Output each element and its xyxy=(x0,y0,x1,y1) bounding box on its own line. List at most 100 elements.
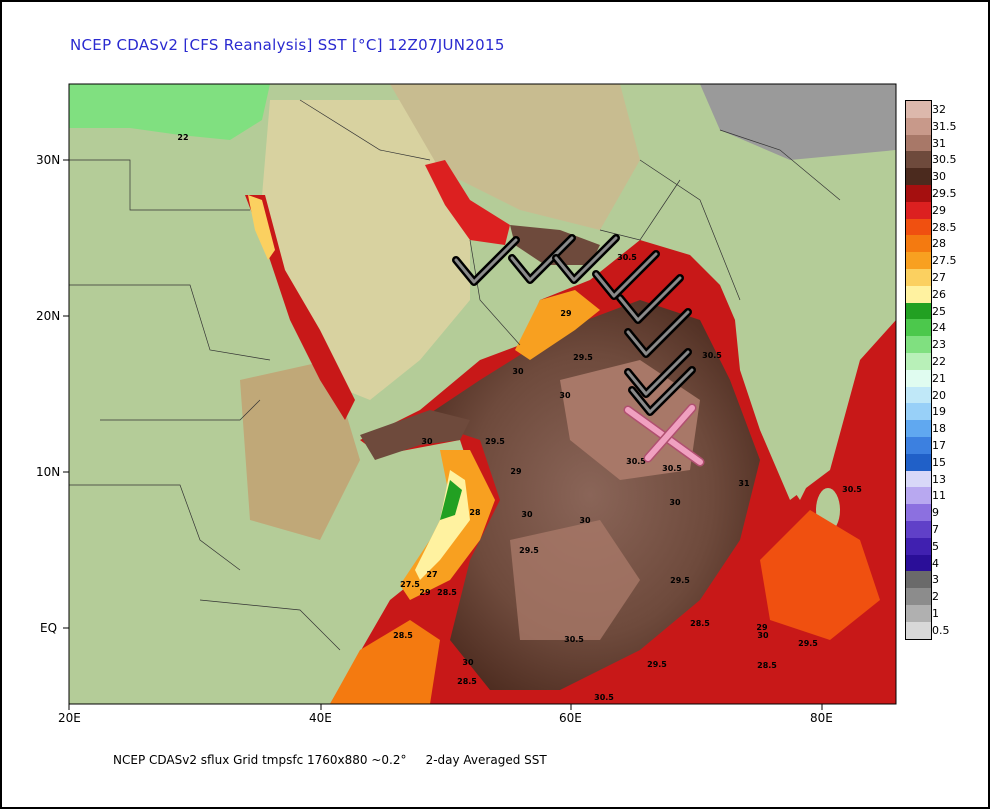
legend-swatch xyxy=(906,369,931,387)
legend-swatch xyxy=(906,319,931,337)
color-legend xyxy=(905,100,932,640)
contour-value-label: 30 xyxy=(579,516,591,525)
legend-swatch xyxy=(906,604,931,622)
checkmark-icon xyxy=(616,274,684,324)
legend-swatch xyxy=(906,470,931,488)
mediterranean-sea xyxy=(69,84,270,140)
legend-label: 4 xyxy=(932,556,939,570)
legend-label: 15 xyxy=(932,455,946,469)
legend-label: 30.5 xyxy=(932,153,957,167)
contour-value-label: 30.5 xyxy=(594,693,614,702)
legend-swatch xyxy=(906,554,931,572)
legend-label: 9 xyxy=(932,506,939,520)
iran-plateau xyxy=(390,84,640,230)
bengal-orange xyxy=(760,510,880,640)
x-tick-60e: 60E xyxy=(559,711,582,725)
contour-value-label: 27.5 xyxy=(400,580,420,589)
somali-coast-green xyxy=(440,480,462,520)
legend-swatch xyxy=(906,184,931,202)
legend-label: 19 xyxy=(932,405,946,419)
contour-value-label: 30.5 xyxy=(626,457,646,466)
contour-value-label: 29.5 xyxy=(485,437,505,446)
checkmark-icon xyxy=(552,234,620,284)
legend-label: 18 xyxy=(932,422,946,436)
legend-swatch xyxy=(906,504,931,521)
legend-swatch xyxy=(906,520,931,538)
legend-swatch xyxy=(906,168,931,185)
legend-label: 24 xyxy=(932,321,946,335)
legend-label: 0.5 xyxy=(932,623,950,637)
contour-value-label: 30.5 xyxy=(617,253,637,262)
legend-swatch xyxy=(906,252,931,269)
contour-value-label: 30.5 xyxy=(564,635,584,644)
legend-swatch xyxy=(906,302,931,320)
legend-swatch xyxy=(906,134,931,152)
legend-label: 5 xyxy=(932,539,939,553)
contour-value-label: 29.5 xyxy=(573,353,593,362)
legend-swatch xyxy=(906,487,931,505)
contour-value-label: 30.5 xyxy=(842,485,862,494)
y-tick-30n: 30N xyxy=(36,153,60,167)
checkmark-annotations xyxy=(452,234,696,416)
legend-label: 30 xyxy=(932,170,946,184)
checkmark-icon xyxy=(452,236,520,286)
checkmark-icon xyxy=(508,234,576,284)
x-tick-20e: 20E xyxy=(58,711,81,725)
legend-label: 28 xyxy=(932,237,946,251)
legend-swatch xyxy=(906,453,931,471)
contour-value-label: 29 xyxy=(510,467,522,476)
axis-ticks xyxy=(63,159,823,710)
country-borders xyxy=(69,99,841,651)
legend-label: 3 xyxy=(932,573,939,587)
persian-gulf xyxy=(425,160,510,245)
legend-swatch xyxy=(906,201,931,219)
legend-label: 31 xyxy=(932,136,946,150)
contour-value-label: 30 xyxy=(462,658,474,667)
footer-caption: NCEP CDASv2 sflux Grid tmpsfc 1760x880 ~… xyxy=(113,753,547,767)
contour-value-label: 28.5 xyxy=(457,677,477,686)
legend-swatch xyxy=(906,621,931,639)
contour-value-label: 29.5 xyxy=(519,546,539,555)
legend-label: 17 xyxy=(932,439,946,452)
checkmark-icon xyxy=(592,250,660,300)
contour-value-label: 27 xyxy=(426,570,437,579)
legend-swatch xyxy=(906,403,931,421)
legend-label: 13 xyxy=(932,472,946,486)
legend-swatch xyxy=(906,588,931,605)
legend-label: 23 xyxy=(932,338,946,352)
contour-value-label: 29.5 xyxy=(647,660,667,669)
contour-value-label: 30.5 xyxy=(702,351,722,360)
contour-value-label: 28.5 xyxy=(757,661,777,670)
legend-label: 11 xyxy=(932,489,946,503)
contour-value-label: 28 xyxy=(469,508,481,517)
warm-core-south xyxy=(510,520,640,640)
ethiopian-highlands xyxy=(240,360,360,540)
legend-label: 29.5 xyxy=(932,187,957,200)
legend-swatch xyxy=(906,420,931,437)
legend-label: 2 xyxy=(932,590,939,604)
oman-upwelling xyxy=(515,290,600,360)
southern-orange xyxy=(330,620,440,704)
legend-swatch xyxy=(906,285,931,303)
contour-value-label: 30 xyxy=(512,367,524,376)
contour-value-label: 22 xyxy=(177,133,188,142)
contour-value-label: 30 xyxy=(757,631,769,640)
contour-value-label: 29 xyxy=(560,309,572,318)
legend-swatch xyxy=(906,336,931,353)
x-mark-icon xyxy=(623,403,705,467)
checkmark-icon xyxy=(628,366,696,416)
map-border xyxy=(68,83,897,705)
legend-swatch xyxy=(906,117,931,135)
legend-label: 27 xyxy=(932,271,946,284)
contour-value-label: 30 xyxy=(421,437,433,446)
y-tick-eq: EQ xyxy=(40,621,57,635)
legend-label: 22 xyxy=(932,355,946,368)
legend-label: 28.5 xyxy=(932,220,957,234)
legend-label: 21 xyxy=(932,371,946,385)
legend-label: 29 xyxy=(932,203,946,217)
gulf-of-aden xyxy=(360,410,470,460)
legend-label: 20 xyxy=(932,388,946,402)
legend-swatch xyxy=(906,101,931,118)
legend-swatch xyxy=(906,218,931,236)
legend-label: 7 xyxy=(932,523,939,536)
